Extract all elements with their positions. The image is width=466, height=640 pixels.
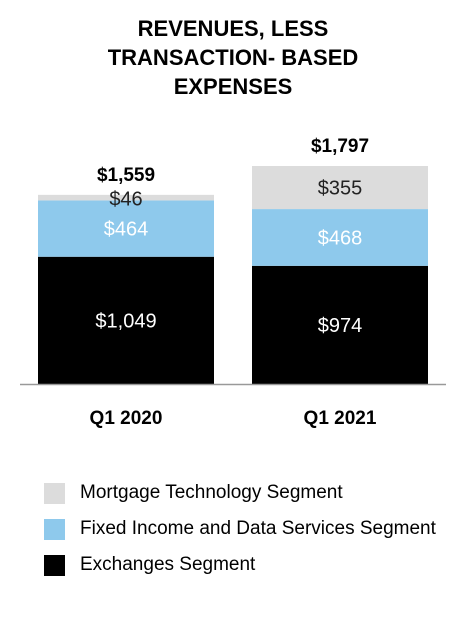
chart-title: REVENUES, LESS TRANSACTION- BASED EXPENS… — [107, 16, 359, 99]
bar-1-segment-3 — [38, 194, 214, 201]
legend-swatch-2 — [44, 519, 65, 540]
legend-item-2: Fixed Income and Data Services Segment — [44, 516, 454, 542]
bar-1-total-label: $1,559 — [97, 165, 155, 186]
legend-item-3: Exchanges Segment — [44, 552, 454, 578]
legend: Mortgage Technology Segment Fixed Income … — [44, 480, 454, 588]
bar-2-segment-1 — [252, 265, 428, 384]
bar-2-segment-2 — [252, 209, 428, 266]
bar-1-segment-1-label: $1,049 — [95, 310, 156, 332]
bar-2-segment-1-label: $974 — [318, 315, 363, 337]
x-tick-label-1: Q1 2020 — [90, 408, 163, 429]
stacked-bar-chart: $1,049 $464 $46$1,559 Q1 2020 $974 $468 $355 $1… — [20, 136, 446, 429]
bar-2-total-label: $1,797 — [311, 136, 369, 157]
bar-2-segment-3-label: $355 — [318, 178, 363, 200]
legend-item-1: Mortgage Technology Segment — [44, 480, 454, 506]
bar-2-segment-2-label: $468 — [318, 227, 363, 249]
bar-1-segment-1 — [38, 256, 214, 384]
legend-swatch-3 — [44, 555, 65, 576]
legend-swatch-1 — [44, 483, 65, 504]
bar-1-segment-3-label: $46 — [109, 188, 142, 210]
legend-label-2: Fixed Income and Data Services Segment — [80, 518, 436, 539]
legend-label-1: Mortgage Technology Segment — [80, 482, 343, 503]
bar-1-segment-2 — [38, 200, 214, 257]
bar-1-segment-2-label: $464 — [104, 219, 149, 241]
x-tick-label-2: Q1 2021 — [304, 408, 377, 429]
legend-label-3: Exchanges Segment — [80, 554, 256, 575]
bar-2-segment-3 — [252, 166, 428, 210]
